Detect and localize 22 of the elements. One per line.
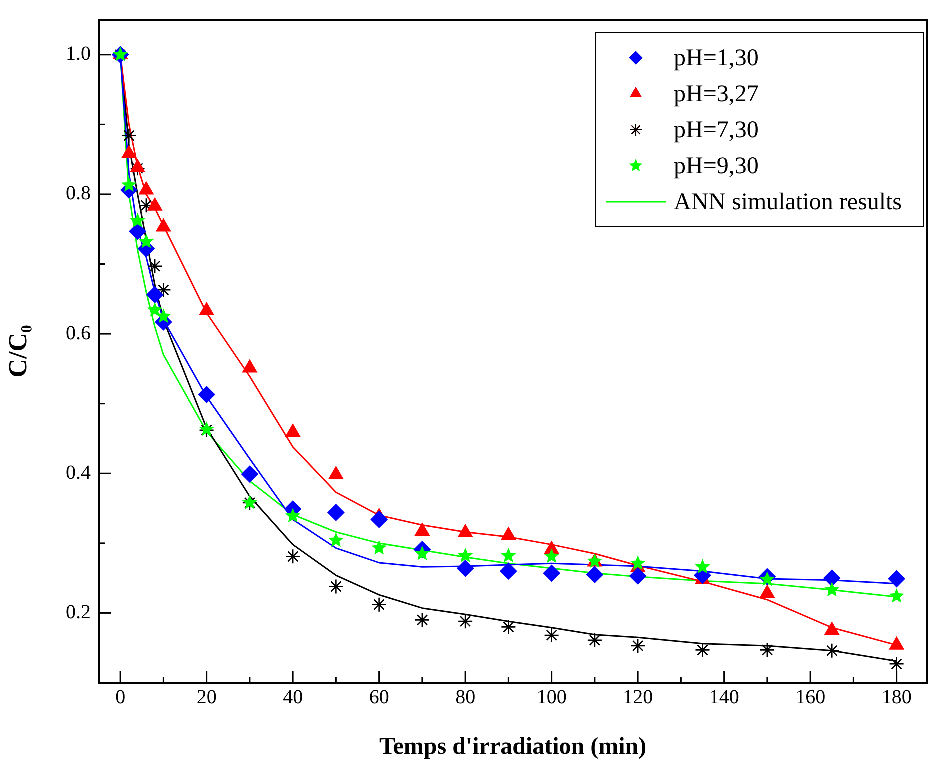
y-tick-label: 1.0 — [66, 43, 91, 66]
y-tick-label: 0.8 — [66, 182, 91, 205]
legend-label: pH=9,30 — [674, 153, 759, 180]
legend-label: pH=7,30 — [674, 117, 759, 144]
legend-label: ANN simulation results — [674, 189, 902, 216]
x-axis-title: Temps d'irradiation (min) — [379, 734, 647, 760]
y-axis-title: C/C₀ — [3, 325, 32, 378]
legend-label: pH=3,27 — [674, 81, 759, 108]
x-tick-label: 40 — [283, 686, 304, 708]
x-tick-label: 0 — [116, 686, 126, 708]
y-tick-label: 0.2 — [66, 601, 91, 624]
legend-label: pH=1,30 — [674, 45, 759, 72]
x-tick-label: 160 — [796, 686, 826, 708]
x-tick-label: 180 — [882, 686, 912, 708]
y-tick-label: 0.6 — [66, 322, 91, 344]
y-tick-label: 0.4 — [66, 462, 91, 484]
x-tick-label: 100 — [536, 686, 567, 708]
x-tick-label: 120 — [623, 686, 654, 708]
x-tick-label: 140 — [709, 686, 740, 708]
x-tick-label: 80 — [456, 686, 476, 708]
x-tick-label: 60 — [369, 686, 390, 708]
x-tick-label: 20 — [196, 686, 217, 708]
